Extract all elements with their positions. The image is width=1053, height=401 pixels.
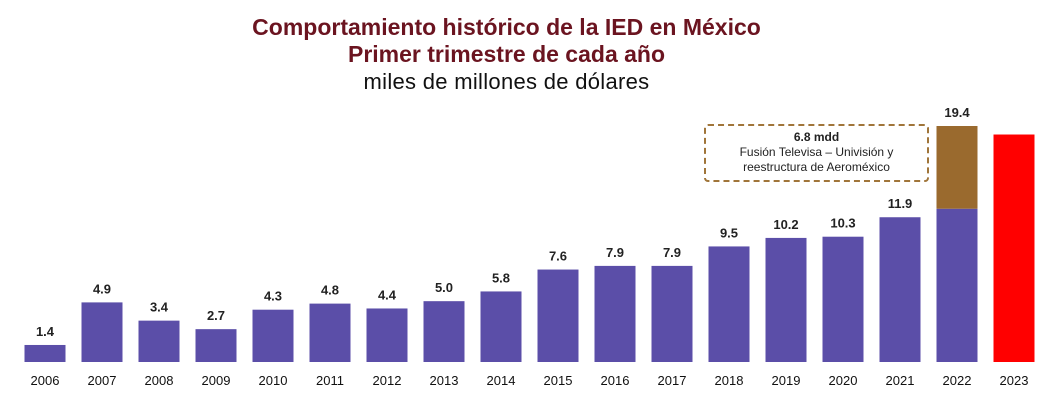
bar-2022-base [936,208,978,362]
bar-2008 [138,320,180,362]
bar-2017 [651,265,693,362]
value-label-2018: 9.5 [720,225,738,240]
value-label-2013: 5.0 [435,280,453,295]
value-label-2010: 4.3 [264,289,282,304]
value-label-2009: 2.7 [207,308,225,323]
bar-2013 [423,301,465,362]
x-tick-2008: 2008 [145,373,174,388]
x-tick-2017: 2017 [658,373,687,388]
bar-2021 [879,217,921,362]
bar-2009 [195,329,237,362]
x-tick-2019: 2019 [772,373,801,388]
chart-titles: Comportamiento histórico de la IED en Mé… [0,14,1013,96]
annotation-line-1: Fusión Televisa – Univisión y [739,145,894,159]
annotation-title: 6.8 mdd [793,130,840,144]
value-label-2007: 4.9 [93,281,111,296]
x-tick-2011: 2011 [316,373,344,388]
x-tick-2009: 2009 [202,373,231,388]
x-tick-2007: 2007 [88,373,117,388]
x-tick-2013: 2013 [430,373,459,388]
x-tick-2018: 2018 [715,373,744,388]
bar-2007 [81,302,123,362]
value-label-2008: 3.4 [150,300,169,315]
bar-2010 [252,309,294,362]
value-label-2022: 19.4 [944,105,970,120]
x-tick-2012: 2012 [373,373,402,388]
x-tick-2014: 2014 [487,373,516,388]
value-label-2006: 1.4 [36,324,55,339]
x-tick-2016: 2016 [601,373,630,388]
bar-2022-extra [936,126,978,209]
bar-2016 [594,265,636,362]
bar-2018 [708,246,750,362]
chart-units: miles de millones de dólares [363,69,650,94]
annotation-line-2: reestructura de Aeroméxico [743,160,890,174]
x-tick-2022: 2022 [943,373,972,388]
value-label-2017: 7.9 [663,245,681,260]
value-label-2014: 5.8 [492,270,510,285]
bar-2011 [309,303,351,362]
bar-2015 [537,269,579,362]
annotation-box: 6.8 mdd Fusión Televisa – Univisión y re… [704,124,929,182]
x-tick-2006: 2006 [31,373,60,388]
value-label-2015: 7.6 [549,249,567,264]
x-tick-2023: 2023 [1000,373,1029,388]
bar-2006 [24,344,66,362]
x-tick-2020: 2020 [829,373,858,388]
x-tick-2021: 2021 [886,373,915,388]
value-label-2012: 4.4 [378,287,397,302]
bar-2019 [765,237,807,362]
value-label-2020: 10.3 [830,216,855,231]
chart-title: Comportamiento histórico de la IED en Mé… [252,14,761,40]
bar-2014 [480,291,522,362]
x-tick-2015: 2015 [544,373,573,388]
chart-subtitle: Primer trimestre de cada año [347,41,666,67]
value-label-2011: 4.8 [321,283,339,298]
bar-2012 [366,308,408,362]
value-label-2019: 10.2 [773,217,798,232]
x-tick-2010: 2010 [259,373,288,388]
bar-2023 [993,134,1035,362]
value-label-2021: 11.9 [888,196,913,211]
bar-2020 [822,236,864,362]
value-label-2016: 7.9 [606,245,624,260]
